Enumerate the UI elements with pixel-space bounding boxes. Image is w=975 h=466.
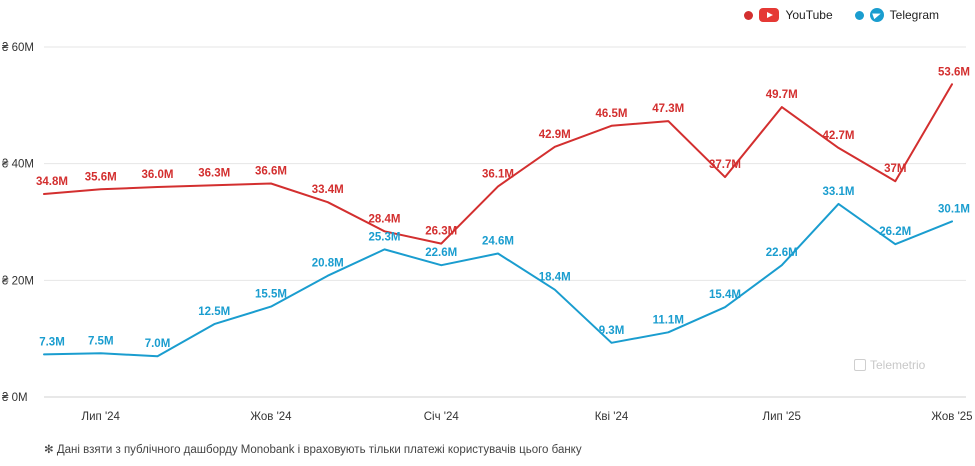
data-label: 49.7M xyxy=(766,89,798,101)
data-label: 7.3M xyxy=(39,336,65,348)
legend-telegram-label: Telegram xyxy=(889,8,939,22)
data-label: 15.5M xyxy=(255,289,287,301)
x-tick-label: Кві '24 xyxy=(595,411,629,423)
telemetrio-icon xyxy=(854,359,866,371)
data-label: 25.3M xyxy=(369,231,401,243)
footnote: ✻ Дані взяти з публічного дашборду Monob… xyxy=(44,444,582,456)
data-label: 36.0M xyxy=(142,169,174,181)
x-tick-label: Жов '25 xyxy=(931,411,972,423)
data-label: 9.3M xyxy=(599,325,625,337)
data-label: 22.6M xyxy=(766,247,798,259)
data-label: 34.8M xyxy=(36,176,68,188)
data-label: 18.4M xyxy=(539,272,571,284)
x-tick-label: Лип '24 xyxy=(82,411,121,423)
data-label: 7.0M xyxy=(145,338,171,350)
y-tick-label: ₴ 40M xyxy=(2,159,34,171)
data-label: 36.3M xyxy=(198,167,230,179)
data-label: 42.7M xyxy=(823,130,855,142)
telegram-icon xyxy=(869,8,884,22)
watermark: Telemetrio xyxy=(854,358,925,372)
telegram-dot-icon xyxy=(854,10,864,20)
data-label: 12.5M xyxy=(198,306,230,318)
y-tick-label: ₴ 60M xyxy=(2,42,34,54)
x-tick-label: Жов '24 xyxy=(250,411,292,423)
youtube-dot-icon xyxy=(744,10,754,20)
watermark-label: Telemetrio xyxy=(870,358,926,372)
data-label: 47.3M xyxy=(652,103,684,115)
legend-youtube-label: YouTube xyxy=(785,8,833,22)
youtube-icon xyxy=(759,8,780,22)
data-label: 33.4M xyxy=(312,184,344,196)
legend-item-youtube[interactable]: YouTube xyxy=(744,8,833,22)
data-label: 42.9M xyxy=(539,129,571,141)
data-label: 30.1M xyxy=(938,203,970,215)
data-label: 36.6M xyxy=(255,166,287,178)
x-tick-label: Лип '25 xyxy=(763,411,801,423)
data-label: 24.6M xyxy=(482,236,514,248)
legend: YouTube Telegram xyxy=(744,8,939,22)
data-label: 28.4M xyxy=(369,213,401,225)
data-label: 33.1M xyxy=(823,186,855,198)
data-label: 26.2M xyxy=(879,226,911,238)
data-label: 53.6M xyxy=(938,66,970,78)
data-label: 46.5M xyxy=(596,108,628,120)
data-label: 36.1M xyxy=(482,168,514,180)
data-label: 15.4M xyxy=(709,289,741,301)
data-label: 26.3M xyxy=(425,226,457,238)
data-label: 37M xyxy=(884,163,906,175)
legend-item-telegram[interactable]: Telegram xyxy=(854,8,939,22)
y-tick-label: ₴ 0M xyxy=(2,392,28,404)
data-label: 37.7M xyxy=(709,159,741,171)
y-tick-label: ₴ 20M xyxy=(2,275,34,287)
data-label: 7.5M xyxy=(88,335,114,347)
data-label: 11.1M xyxy=(653,314,684,326)
x-tick-label: Січ '24 xyxy=(424,411,460,423)
data-label: 20.8M xyxy=(312,258,344,270)
data-label: 22.6M xyxy=(425,247,457,259)
data-label: 35.6M xyxy=(85,171,117,183)
